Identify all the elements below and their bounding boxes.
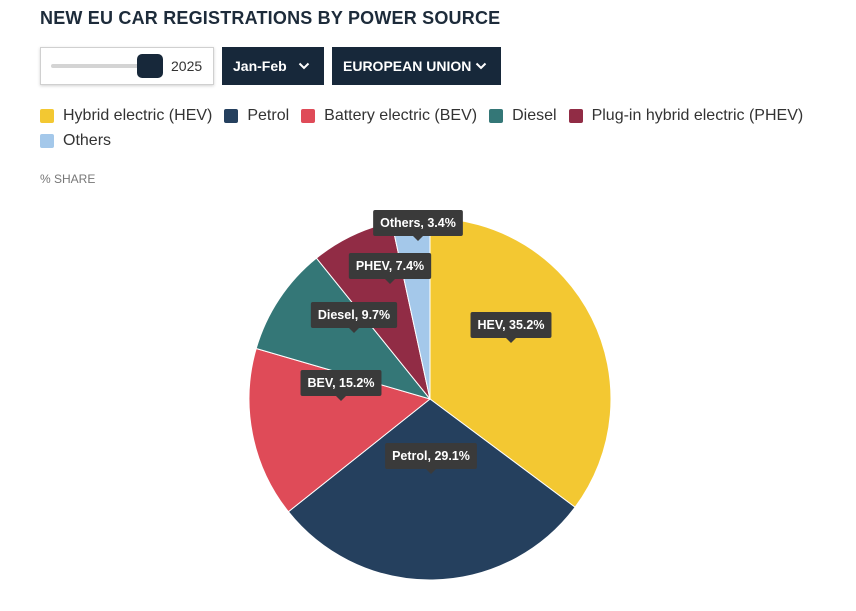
data-label-bev: BEV, 15.2% (300, 370, 382, 401)
region-dropdown-label: EUROPEAN UNION (343, 58, 472, 74)
legend-swatch (40, 108, 54, 123)
period-dropdown[interactable]: Jan-Feb (222, 47, 324, 85)
data-label-others: Others, 3.4% (373, 210, 463, 241)
legend-item-bev[interactable]: Battery electric (BEV) (301, 106, 477, 125)
legend-item-phev[interactable]: Plug-in hybrid electric (PHEV) (568, 106, 804, 125)
slider-thumb[interactable] (137, 54, 163, 78)
period-dropdown-label: Jan-Feb (233, 58, 287, 74)
region-dropdown[interactable]: EUROPEAN UNION (332, 47, 501, 85)
data-label-text: PHEV, 7.4% (356, 259, 424, 273)
legend-swatch (568, 108, 583, 123)
legend-item-hev[interactable]: Hybrid electric (HEV) (40, 106, 212, 125)
legend-swatch (40, 133, 54, 148)
legend-label: Diesel (512, 106, 557, 124)
data-label-hev: HEV, 35.2% (470, 312, 552, 343)
data-label-pointer (413, 236, 423, 241)
legend-swatch (489, 108, 504, 123)
data-label-text: HEV, 35.2% (478, 318, 545, 332)
pie-labels: HEV, 35.2% Petrol, 29.1% BEV, 15.2% Diesel,… (300, 210, 552, 474)
data-label-pointer (506, 338, 516, 343)
pie-slice-bev[interactable] (248, 347, 432, 513)
chevron-down-icon (475, 62, 487, 70)
data-label-pointer (385, 279, 395, 284)
data-label-box (310, 302, 398, 328)
data-label-petrol: Petrol, 29.1% (385, 443, 477, 474)
unit-label: % SHARE (40, 172, 96, 186)
pie-slice-diesel[interactable] (255, 257, 432, 400)
chart-controls: 2025 Jan-Feb EUROPEAN UNION (40, 47, 501, 85)
data-label-text: Petrol, 29.1% (392, 449, 470, 463)
data-label-pointer (349, 328, 359, 333)
pie-slice-phev[interactable] (315, 221, 431, 400)
legend-swatch (224, 108, 239, 123)
chart-legend: Hybrid electric (HEV) Petrol Battery ele… (40, 106, 820, 150)
data-label-box (348, 253, 432, 279)
legend-label: Others (63, 131, 112, 149)
data-label-text: Diesel, 9.7% (318, 308, 390, 322)
legend-item-petrol[interactable]: Petrol (224, 106, 289, 125)
year-value: 2025 (171, 58, 203, 74)
slider-track[interactable] (51, 64, 151, 68)
legend-item-others[interactable]: Others (40, 131, 111, 150)
legend-item-diesel[interactable]: Diesel (489, 106, 557, 125)
legend-label: Petrol (247, 106, 290, 124)
pie-slice-hev[interactable] (429, 217, 612, 508)
data-label-pointer (426, 469, 436, 474)
data-label-box (470, 312, 552, 338)
data-label-phev: PHEV, 7.4% (348, 253, 432, 284)
data-label-box (385, 443, 477, 469)
data-label-box (300, 370, 382, 396)
chart-title: NEW EU CAR REGISTRATIONS BY POWER SOURCE (40, 8, 501, 28)
legend-swatch (301, 108, 316, 123)
pie-slice-petrol[interactable] (287, 398, 576, 581)
data-label-text: Others, 3.4% (380, 216, 456, 230)
legend-label: Battery electric (BEV) (324, 106, 478, 124)
data-label-box (373, 210, 463, 236)
data-label-pointer (336, 396, 346, 401)
legend-label: Hybrid electric (HEV) (63, 106, 213, 124)
legend-label: Plug-in hybrid electric (PHEV) (591, 106, 804, 124)
pie-slice-others[interactable] (391, 217, 431, 400)
year-slider[interactable]: 2025 (40, 47, 214, 85)
pie-slices (248, 217, 612, 581)
data-label-text: BEV, 15.2% (308, 376, 375, 390)
chevron-down-icon (298, 62, 310, 70)
data-label-diesel: Diesel, 9.7% (310, 302, 398, 333)
